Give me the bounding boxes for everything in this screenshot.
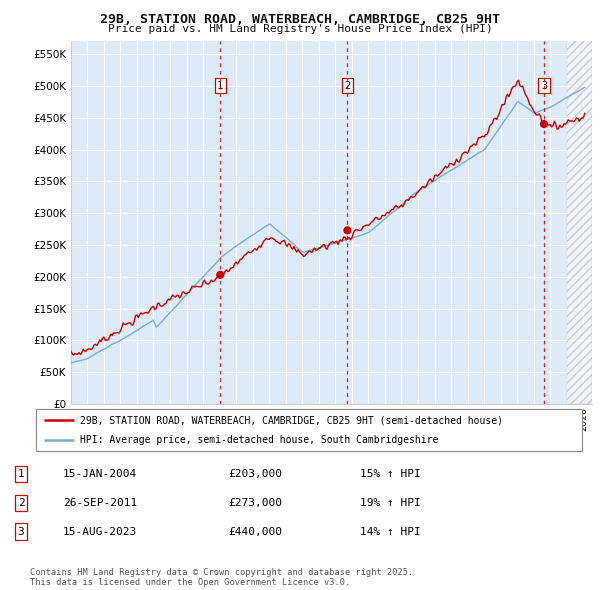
- Text: 19% ↑ HPI: 19% ↑ HPI: [360, 498, 421, 507]
- Point: [343, 225, 352, 235]
- Text: £203,000: £203,000: [228, 469, 282, 478]
- Text: Price paid vs. HM Land Registry's House Price Index (HPI): Price paid vs. HM Land Registry's House …: [107, 24, 493, 34]
- Text: 29B, STATION ROAD, WATERBEACH, CAMBRIDGE, CB25 9HT (semi-detached house): 29B, STATION ROAD, WATERBEACH, CAMBRIDGE…: [80, 415, 503, 425]
- Text: 15-JAN-2004: 15-JAN-2004: [63, 469, 137, 478]
- Text: £440,000: £440,000: [228, 527, 282, 536]
- Text: 3: 3: [17, 527, 25, 536]
- Text: 1: 1: [217, 81, 223, 91]
- Text: 26-SEP-2011: 26-SEP-2011: [63, 498, 137, 507]
- Text: £273,000: £273,000: [228, 498, 282, 507]
- Text: Contains HM Land Registry data © Crown copyright and database right 2025.
This d: Contains HM Land Registry data © Crown c…: [30, 568, 413, 587]
- Text: 3: 3: [541, 81, 547, 91]
- Text: 29B, STATION ROAD, WATERBEACH, CAMBRIDGE, CB25 9HT: 29B, STATION ROAD, WATERBEACH, CAMBRIDGE…: [100, 13, 500, 26]
- Text: 2: 2: [344, 81, 350, 91]
- Text: 2: 2: [17, 498, 25, 507]
- Text: 1: 1: [17, 469, 25, 478]
- Point: [539, 119, 549, 129]
- Point: [215, 270, 225, 280]
- Text: 15-AUG-2023: 15-AUG-2023: [63, 527, 137, 536]
- Text: 15% ↑ HPI: 15% ↑ HPI: [360, 469, 421, 478]
- Text: HPI: Average price, semi-detached house, South Cambridgeshire: HPI: Average price, semi-detached house,…: [80, 435, 438, 445]
- Text: 14% ↑ HPI: 14% ↑ HPI: [360, 527, 421, 536]
